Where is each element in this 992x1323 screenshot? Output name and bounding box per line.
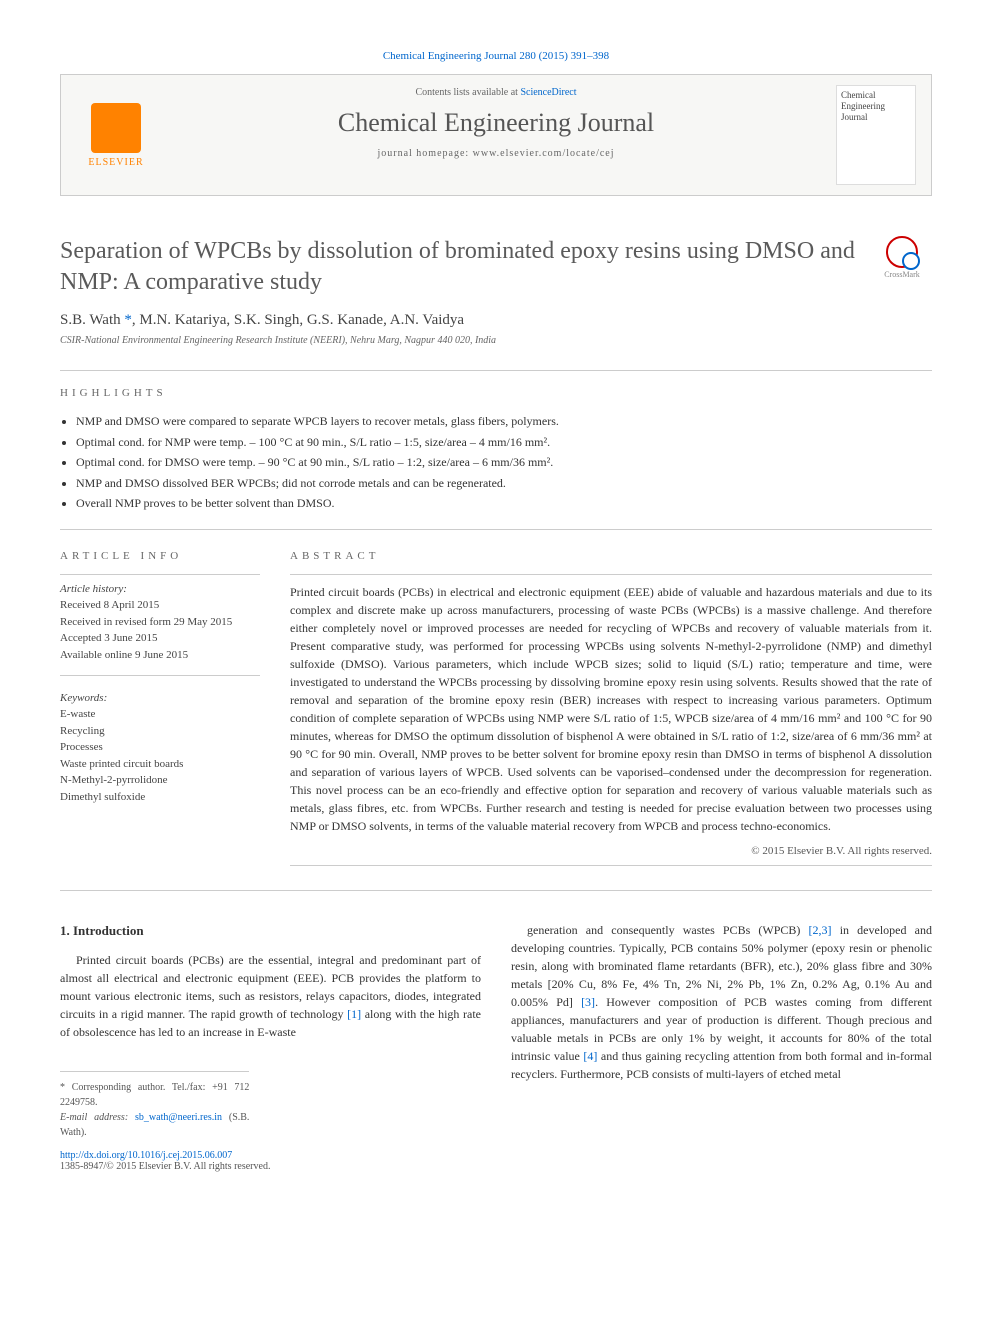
highlight-item: NMP and DMSO dissolved BER WPCBs; did no… — [76, 473, 932, 493]
issn-copyright: 1385-8947/© 2015 Elsevier B.V. All right… — [60, 1161, 270, 1172]
article-title: Separation of WPCBs by dissolution of br… — [60, 236, 872, 298]
history-line: Received in revised form 29 May 2015 — [60, 614, 260, 631]
abstract-label: ABSTRACT — [290, 550, 932, 562]
abstract-text: Printed circuit boards (PCBs) in electri… — [290, 583, 932, 835]
header-center: Contents lists available at ScienceDirec… — [171, 75, 821, 195]
section-heading: 1. Introduction — [60, 921, 481, 941]
abstract-column: ABSTRACT Printed circuit boards (PCBs) i… — [290, 550, 932, 874]
journal-reference: Chemical Engineering Journal 280 (2015) … — [60, 50, 932, 62]
highlights-list: NMP and DMSO were compared to separate W… — [60, 411, 932, 513]
history-label: Article history: — [60, 583, 260, 595]
highlight-item: Overall NMP proves to be better solvent … — [76, 493, 932, 513]
body-paragraph: generation and consequently wastes PCBs … — [511, 921, 932, 1083]
doi-link[interactable]: http://dx.doi.org/10.1016/j.cej.2015.06.… — [60, 1150, 232, 1161]
sciencedirect-link[interactable]: ScienceDirect — [520, 87, 576, 98]
crossmark-label: CrossMark — [884, 270, 920, 279]
separator — [60, 574, 260, 575]
history-line: Received 8 April 2015 — [60, 597, 260, 614]
separator — [290, 865, 932, 866]
info-abstract-row: ARTICLE INFO Article history: Received 8… — [60, 550, 932, 874]
crossmark-badge[interactable]: CrossMark — [872, 236, 932, 279]
citation-link[interactable]: [2,3] — [809, 923, 832, 937]
citation-link[interactable]: [3] — [581, 995, 595, 1009]
doi-block: http://dx.doi.org/10.1016/j.cej.2015.06.… — [60, 1150, 932, 1172]
body-columns: 1. Introduction Printed circuit boards (… — [60, 921, 932, 1140]
copyright-line: © 2015 Elsevier B.V. All rights reserved… — [290, 845, 932, 857]
history-line: Accepted 3 June 2015 — [60, 630, 260, 647]
journal-name: Chemical Engineering Journal — [183, 108, 809, 138]
journal-header: ELSEVIER Contents lists available at Sci… — [60, 74, 932, 196]
contents-text: Contents lists available at — [415, 87, 520, 98]
separator — [60, 370, 932, 371]
highlights-label: HIGHLIGHTS — [60, 387, 932, 399]
corresponding-author: * Corresponding author. Tel./fax: +91 71… — [60, 1080, 249, 1110]
contents-available: Contents lists available at ScienceDirec… — [183, 87, 809, 98]
footnotes: * Corresponding author. Tel./fax: +91 71… — [60, 1071, 249, 1140]
citation-link[interactable]: [1] — [347, 1007, 361, 1021]
keyword: Processes — [60, 739, 260, 756]
journal-cover: Chemical Engineering Journal — [821, 75, 931, 195]
highlights-section: HIGHLIGHTS NMP and DMSO were compared to… — [60, 387, 932, 513]
email-link[interactable]: sb_wath@neeri.res.in — [135, 1112, 222, 1123]
article-info-label: ARTICLE INFO — [60, 550, 260, 562]
keyword: N-Methyl-2-pyrrolidone — [60, 772, 260, 789]
keyword: E-waste — [60, 706, 260, 723]
separator — [60, 529, 932, 530]
elsevier-logo[interactable]: ELSEVIER — [61, 75, 171, 195]
highlight-item: Optimal cond. for NMP were temp. – 100 °… — [76, 432, 932, 452]
separator — [290, 574, 932, 575]
authors: S.B. Wath *, M.N. Katariya, S.K. Singh, … — [60, 312, 932, 329]
cover-thumbnail: Chemical Engineering Journal — [836, 85, 916, 185]
author-list: S.B. Wath *, M.N. Katariya, S.K. Singh, … — [60, 312, 464, 328]
keyword: Recycling — [60, 723, 260, 740]
keyword: Waste printed circuit boards — [60, 756, 260, 773]
elsevier-label: ELSEVIER — [88, 157, 143, 168]
journal-homepage[interactable]: journal homepage: www.elsevier.com/locat… — [183, 148, 809, 159]
email-label: E-mail address: — [60, 1112, 135, 1123]
body-column-right: generation and consequently wastes PCBs … — [511, 921, 932, 1140]
separator — [60, 890, 932, 891]
keywords-label: Keywords: — [60, 692, 260, 704]
body-paragraph: Printed circuit boards (PCBs) are the es… — [60, 951, 481, 1041]
title-row: Separation of WPCBs by dissolution of br… — [60, 236, 932, 298]
keyword: Dimethyl sulfoxide — [60, 789, 260, 806]
body-column-left: 1. Introduction Printed circuit boards (… — [60, 921, 481, 1140]
highlight-item: NMP and DMSO were compared to separate W… — [76, 411, 932, 431]
page-container: Chemical Engineering Journal 280 (2015) … — [0, 0, 992, 1222]
history-line: Available online 9 June 2015 — [60, 647, 260, 664]
affiliation: CSIR-National Environmental Engineering … — [60, 335, 932, 346]
separator — [60, 675, 260, 676]
highlight-item: Optimal cond. for DMSO were temp. – 90 °… — [76, 452, 932, 472]
email-line: E-mail address: sb_wath@neeri.res.in (S.… — [60, 1110, 249, 1140]
article-info: ARTICLE INFO Article history: Received 8… — [60, 550, 260, 874]
citation-link[interactable]: [4] — [583, 1049, 597, 1063]
crossmark-icon — [886, 236, 918, 268]
elsevier-tree-icon — [91, 103, 141, 153]
